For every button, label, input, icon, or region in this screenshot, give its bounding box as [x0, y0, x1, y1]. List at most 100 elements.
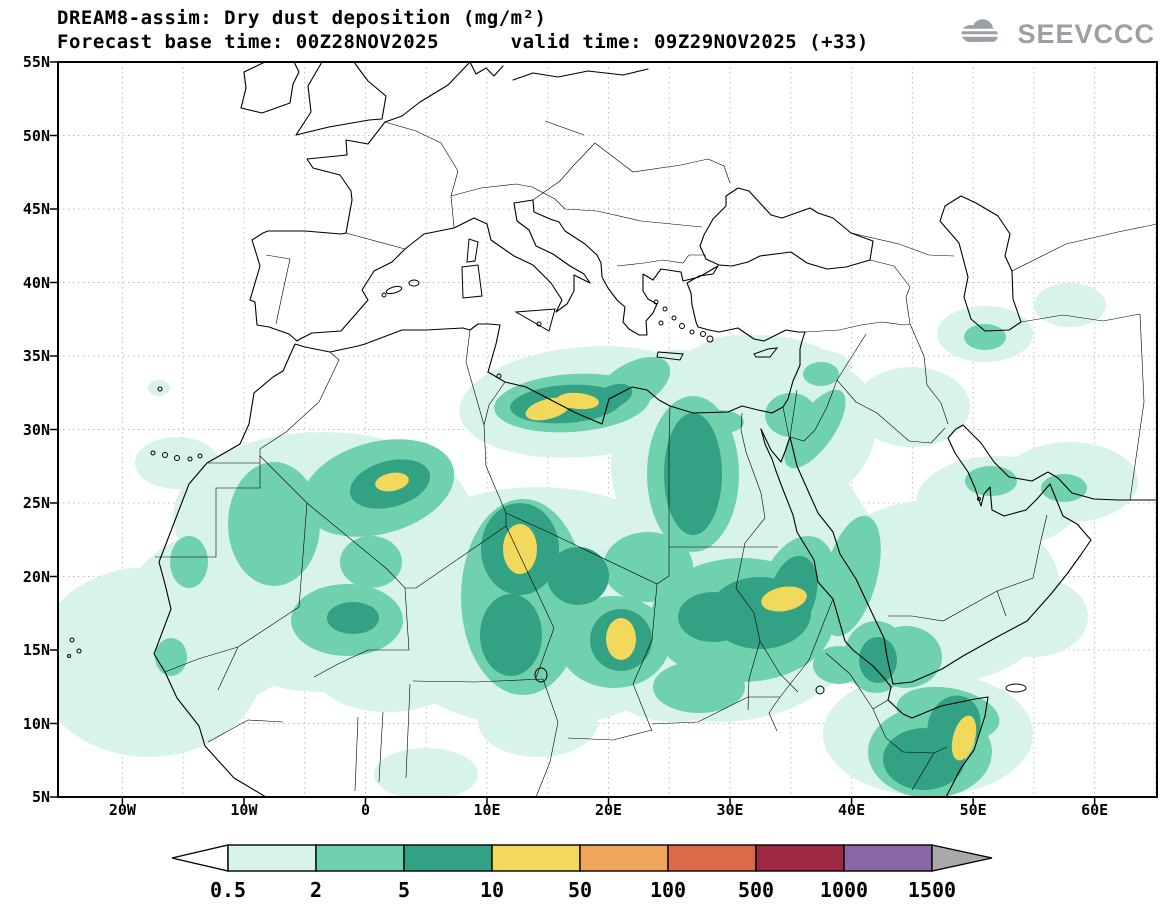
borders-europe: [265, 120, 731, 325]
crete-island: [656, 351, 684, 361]
colorbar-segment: [491, 844, 581, 872]
coast-turkey-levant: [686, 282, 806, 414]
lat-tick-label: 15N: [22, 641, 50, 659]
colorbar-label: 50: [568, 878, 592, 902]
borders-africa: [155, 329, 948, 797]
ibiza-island: [381, 292, 387, 298]
lat-tick-label: 10N: [22, 714, 50, 733]
lake-tana: [815, 685, 825, 695]
lon-tick-label: 40E: [838, 801, 866, 819]
lon-tick-label: 10W: [230, 801, 258, 819]
aegean-island: [700, 331, 706, 337]
coast-britain: [295, 62, 387, 136]
lon-tick-label: 10E: [473, 801, 501, 819]
cape-verde-island: [76, 648, 82, 654]
nile-river: [735, 412, 799, 711]
cape-verde-island: [69, 637, 75, 643]
map-title: DREAM8-assim: Dry dust deposition (mg/m²…: [57, 7, 547, 29]
lon-tick-label: 60E: [1081, 801, 1109, 819]
colorbar-label: 1500: [908, 878, 956, 902]
lat-tick-label: 35N: [22, 347, 50, 365]
colorbar-segment: [667, 844, 757, 872]
madeira-island: [157, 386, 163, 392]
colorbar-segment: [843, 844, 933, 872]
lat-tick-label: 40N: [22, 273, 50, 292]
colorbar-arrow-high: [931, 844, 993, 872]
contour-level-10-50: [375, 392, 977, 761]
canary-island: [187, 456, 193, 462]
cyprus-island: [753, 347, 779, 358]
colorbar-label: 10: [480, 878, 504, 902]
colorbar-segment: [227, 844, 317, 872]
rhodes-island: [706, 335, 714, 343]
lake-chad: [534, 667, 548, 683]
colorbar-label: 5: [398, 878, 410, 902]
colorbar-label: 0.5: [210, 878, 246, 902]
mallorca-island: [385, 285, 403, 295]
lat-tick-label: 45N: [22, 200, 50, 218]
logo-text: SEEVCCC: [1017, 18, 1155, 49]
colorbar-label: 2: [310, 878, 322, 902]
colorbar-segment: [403, 844, 493, 872]
coast-baltic: [469, 62, 649, 81]
colorbar-segment: [579, 844, 669, 872]
lon-tick-label: 30E: [716, 801, 744, 819]
aegean-island: [679, 323, 685, 329]
lat-tick-label: 50N: [22, 126, 50, 145]
lat-tick-label: 25N: [22, 494, 50, 512]
country-borders: [155, 120, 1157, 797]
aegean-island: [689, 329, 695, 335]
bahrain-island: [977, 497, 981, 501]
coast-atlantic-europe: [249, 62, 471, 342]
map-subtitle: Forecast base time: 00Z28NOV2025 valid t…: [57, 31, 869, 53]
corsica-island: [466, 238, 479, 263]
coast-arabia-gulf-iran: [760, 424, 1157, 685]
lon-tick-label: 20W: [108, 801, 136, 819]
colorbar-label: 500: [738, 878, 774, 902]
islands: [67, 238, 1027, 695]
lon-tick-label: 50E: [959, 801, 987, 819]
lon-tick-label: 20E: [594, 801, 623, 819]
cape-verde-island: [67, 654, 71, 658]
coast-ireland: [240, 62, 300, 114]
colorbar-segment: [755, 844, 845, 872]
coast-black-sea: [699, 187, 874, 270]
cloud-logo-icon: [956, 16, 1010, 52]
lon-tick-label: 0: [360, 801, 370, 819]
coast-mediterranean-north: [299, 199, 719, 340]
colorbar-label: 100: [650, 878, 686, 902]
socotra-island: [1005, 683, 1027, 693]
aegean-island: [653, 299, 659, 305]
contour-level-5-10: [327, 383, 981, 790]
colorbar-arrow-low: [171, 844, 229, 872]
colorbar-segment: [315, 844, 405, 872]
canary-island: [197, 453, 203, 459]
coast-marmara: [686, 265, 719, 284]
coast-red-sea-africa-horn: [760, 428, 989, 797]
colorbar-label: 1000: [820, 878, 868, 902]
lat-tick-label: 55N: [22, 53, 50, 71]
seevccc-logo: SEEVCCC: [956, 16, 1155, 52]
sardinia-island: [461, 264, 483, 299]
coast-africa-west-mediterranean: [153, 323, 773, 797]
dust-contours: [58, 283, 1138, 797]
djerba-island: [496, 373, 502, 379]
canary-island: [174, 455, 180, 461]
aegean-island: [671, 315, 677, 321]
lat-tick-label: 30N: [22, 420, 50, 439]
menorca-island: [408, 279, 420, 287]
colorbar: 0.5 2 5 10 50 100 500 1000 1500: [170, 842, 994, 904]
colorbar-svg: 0.5 2 5 10 50 100 500 1000 1500: [171, 844, 993, 902]
lat-tick-label: 20N: [22, 567, 50, 586]
borders-middle-east: [782, 223, 1157, 622]
malta-island: [536, 321, 542, 327]
sicily-island: [514, 308, 556, 332]
lat-tick-label: 5N: [31, 788, 50, 806]
coastlines: [153, 62, 1157, 797]
canary-island: [162, 452, 168, 458]
aegean-island: [662, 306, 668, 312]
coast-caspian-sea: [939, 195, 1022, 332]
canary-island: [150, 450, 156, 456]
